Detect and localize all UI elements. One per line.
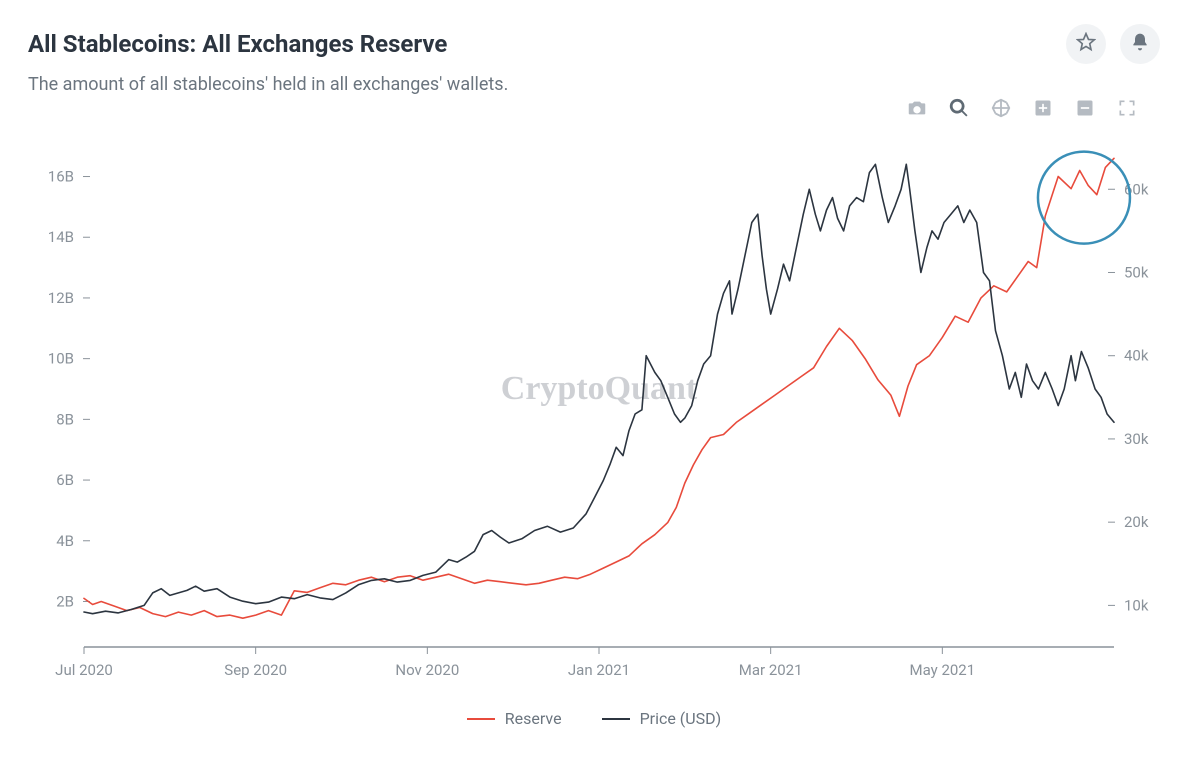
svg-text:Sep 2020: Sep 2020 xyxy=(224,661,287,679)
legend-item-reserve[interactable]: Reserve xyxy=(467,709,562,728)
pan-icon[interactable] xyxy=(990,97,1012,119)
legend-label: Reserve xyxy=(505,709,562,728)
chart-svg[interactable]: 2B4B6B8B10B12B14B16B10k20k30k40k50k60kJu… xyxy=(28,119,1158,699)
svg-text:2B: 2B xyxy=(56,592,74,610)
svg-text:Mar 2021: Mar 2021 xyxy=(739,661,803,679)
header-row: All Stablecoins: All Exchanges Reserve xyxy=(28,24,1160,64)
chart-toolbar xyxy=(28,97,1160,119)
svg-text:Jan 2021: Jan 2021 xyxy=(568,661,630,679)
svg-text:Jul 2020: Jul 2020 xyxy=(55,661,113,679)
legend-item-price[interactable]: Price (USD) xyxy=(602,709,722,728)
legend-label: Price (USD) xyxy=(640,709,722,728)
svg-text:20k: 20k xyxy=(1124,513,1149,531)
svg-text:30k: 30k xyxy=(1124,430,1149,448)
header-icons xyxy=(1066,24,1160,64)
legend-swatch xyxy=(602,718,630,720)
svg-text:6B: 6B xyxy=(56,471,74,489)
camera-icon[interactable] xyxy=(906,97,928,119)
page-subtitle: The amount of all stablecoins' held in a… xyxy=(28,74,1160,95)
zoom-icon[interactable] xyxy=(948,97,970,119)
fullscreen-icon[interactable] xyxy=(1116,97,1138,119)
svg-text:CryptoQuant: CryptoQuant xyxy=(501,370,698,407)
svg-text:14B: 14B xyxy=(48,228,74,246)
svg-text:10k: 10k xyxy=(1124,596,1149,614)
bell-icon xyxy=(1130,32,1150,57)
zoom-out-icon[interactable] xyxy=(1074,97,1096,119)
svg-text:4B: 4B xyxy=(56,532,74,550)
chart-legend: Reserve Price (USD) xyxy=(28,709,1160,728)
svg-text:12B: 12B xyxy=(48,289,74,307)
chart-container: 2B4B6B8B10B12B14B16B10k20k30k40k50k60kJu… xyxy=(28,119,1160,699)
zoom-in-icon[interactable] xyxy=(1032,97,1054,119)
alert-button[interactable] xyxy=(1120,24,1160,64)
page-title: All Stablecoins: All Exchanges Reserve xyxy=(28,30,447,58)
svg-text:50k: 50k xyxy=(1124,263,1149,281)
svg-text:16B: 16B xyxy=(48,168,74,186)
star-icon xyxy=(1076,32,1096,57)
svg-text:8B: 8B xyxy=(56,410,74,428)
svg-text:40k: 40k xyxy=(1124,347,1149,365)
svg-text:May 2021: May 2021 xyxy=(909,661,975,679)
legend-swatch xyxy=(467,718,495,720)
svg-text:Nov 2020: Nov 2020 xyxy=(395,661,459,679)
favorite-button[interactable] xyxy=(1066,24,1106,64)
svg-text:10B: 10B xyxy=(48,350,74,368)
